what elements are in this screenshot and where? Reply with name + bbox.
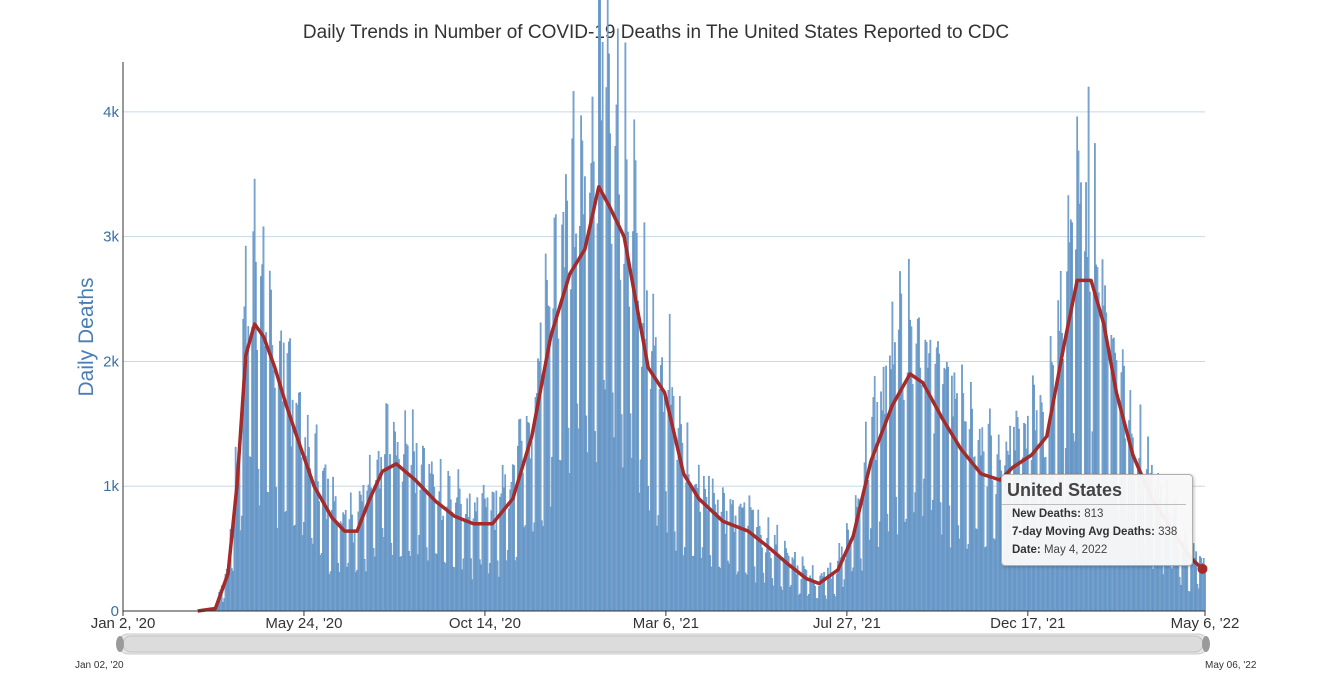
x-tick-label: Mar 6, '21 [633, 615, 699, 632]
tooltip-value: May 4, 2022 [1043, 544, 1108, 556]
navigator-selection[interactable] [122, 635, 1204, 653]
tooltip-key: 7-day Moving Avg Deaths: [1012, 526, 1155, 538]
navigator-right-handle[interactable] [1202, 636, 1210, 652]
navigator-end-label: May 06, '22 [1205, 660, 1257, 671]
tooltip-value: 338 [1158, 526, 1178, 538]
x-tick-label: May 6, '22 [1171, 615, 1240, 632]
y-tick-label: 1k [103, 478, 119, 495]
moving-average-path[interactable] [197, 185, 1204, 613]
x-tick-label: Dec 17, '21 [990, 615, 1065, 632]
x-tick-label: Jan 2, '20 [91, 615, 156, 632]
chart-title: Daily Trends in Number of COVID-19 Death… [302, 22, 1010, 43]
y-axis-title: Daily Deaths [75, 277, 98, 396]
tooltip-key: Date: [1012, 544, 1041, 556]
tooltip-title: United States [1002, 475, 1186, 505]
hover-point-marker[interactable] [1197, 563, 1208, 574]
axes: 0 1k 2k 3k 4k Jan 2, '20 May 24, '20 Oct 14, '2… [91, 62, 1240, 632]
daily-deaths-bar[interactable] [1204, 571, 1206, 612]
navigator-left-handle[interactable] [116, 636, 124, 652]
tooltip-key: New Deaths: [1012, 508, 1082, 520]
hover-tooltip: United States New Deaths: 813 7-day Movi… [1001, 474, 1193, 566]
range-navigator[interactable]: Jan 02, '20 May 06, '22 [75, 633, 1257, 671]
x-tick-label: May 24, '20 [265, 615, 342, 632]
y-tick-label: 0 [111, 603, 119, 620]
tooltip-row-date: Date: May 4, 2022 [1002, 541, 1192, 559]
x-tick-label: Oct 14, '20 [449, 615, 521, 632]
tooltip-value: 813 [1084, 508, 1104, 520]
navigator-start-label: Jan 02, '20 [75, 660, 124, 671]
y-tick-label: 4k [103, 104, 119, 121]
moving-average-line[interactable] [197, 185, 1208, 613]
tooltip-row-new-deaths: New Deaths: 813 [1002, 505, 1192, 523]
tooltip-row-moving-avg: 7-day Moving Avg Deaths: 338 [1002, 523, 1192, 541]
y-tick-label: 3k [103, 229, 119, 246]
x-tick-label: Jul 27, '21 [813, 615, 881, 632]
y-tick-label: 2k [103, 353, 119, 370]
